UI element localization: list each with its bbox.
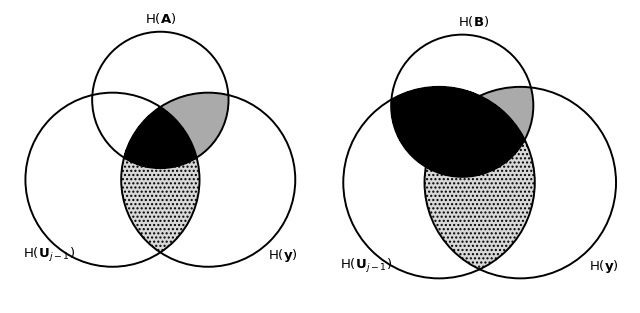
- Text: H($\mathbf{A}$): H($\mathbf{A}$): [145, 11, 176, 26]
- Text: H($\mathbf{y}$): H($\mathbf{y}$): [589, 259, 619, 275]
- Text: H($\mathbf{y}$): H($\mathbf{y}$): [268, 247, 298, 264]
- Text: H($\mathbf{U}_{j-1}$): H($\mathbf{U}_{j-1}$): [22, 246, 75, 264]
- Text: H($\mathbf{U}_{j-1}$): H($\mathbf{U}_{j-1}$): [340, 258, 392, 275]
- Text: H($\mathbf{B}$): H($\mathbf{B}$): [458, 14, 490, 29]
